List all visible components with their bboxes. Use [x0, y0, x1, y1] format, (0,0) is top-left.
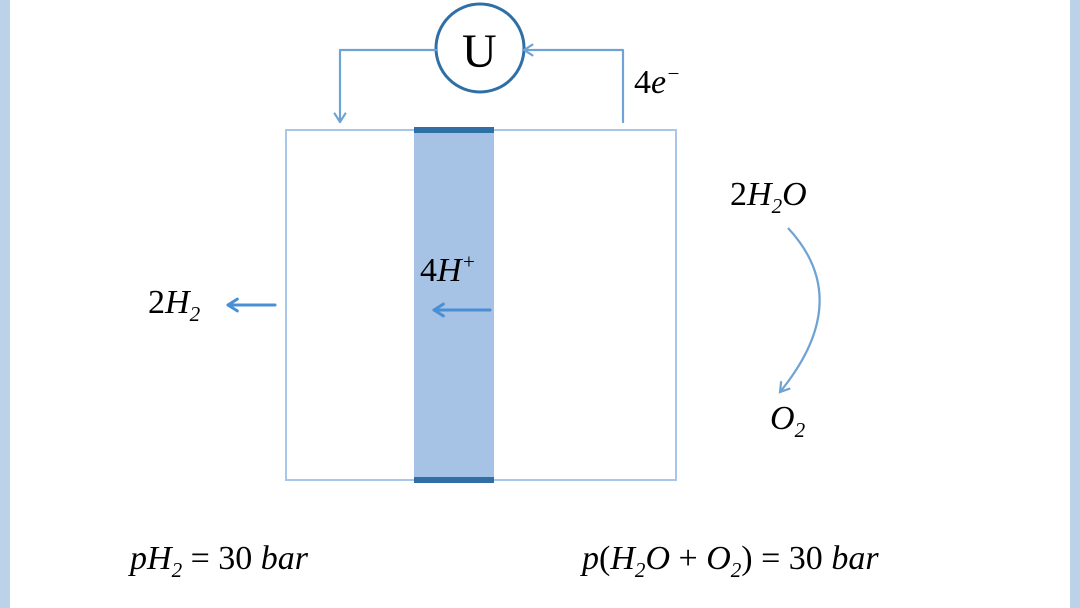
label-o2: O2 [770, 400, 805, 438]
electrons-coef: 4 [634, 64, 651, 101]
p2-plus: + [670, 540, 706, 577]
h2-var: H [165, 284, 190, 321]
h2o-coef: 2 [730, 176, 747, 213]
h2o-var: H [747, 176, 772, 213]
p2-val: = 30 [753, 540, 832, 577]
p-h2-unit: bar [261, 540, 308, 577]
p2-rparen: ) [741, 540, 752, 577]
electrons-sup: − [666, 62, 680, 86]
h2o-sub: 2 [772, 194, 783, 218]
electrons-var: e [651, 64, 666, 101]
hplus-sup: + [462, 250, 476, 274]
u-text: U [462, 25, 497, 78]
o2-var: O [770, 400, 795, 437]
hplus-var: H [437, 252, 462, 289]
o2-sub: 2 [795, 418, 806, 442]
label-h2o: 2H2O [730, 176, 807, 214]
p-h2-val: = 30 [191, 540, 261, 577]
label-electrons: 4e− [634, 64, 680, 102]
p2-hsub: 2 [635, 558, 646, 582]
label-u: U [462, 24, 497, 79]
arrow-o2-curve [780, 228, 820, 392]
membrane-fill [414, 130, 494, 480]
hplus-coef: 4 [420, 252, 437, 289]
p2-unit: bar [831, 540, 878, 577]
p2-h: H [610, 540, 635, 577]
label-p-h2: pH2 = 30 bar [130, 540, 308, 578]
p-h2-sub: 2 [172, 558, 183, 582]
wire-left [340, 50, 436, 122]
label-h-plus: 4H+ [420, 252, 476, 290]
label-h2: 2H2 [148, 284, 200, 322]
p2-o2: O [706, 540, 731, 577]
p2-o2sub: 2 [731, 558, 742, 582]
p2-o: O [645, 540, 670, 577]
h2-coef: 2 [148, 284, 165, 321]
p-h2-lhs: pH [130, 540, 172, 577]
p2-lparen: ( [599, 540, 610, 577]
h2-sub: 2 [190, 302, 201, 326]
wire-right [524, 50, 623, 122]
label-p-h2o-o2: p(H2O + O2) = 30 bar [582, 540, 879, 578]
p2-p: p [582, 540, 599, 577]
h2o-tail: O [782, 176, 807, 213]
